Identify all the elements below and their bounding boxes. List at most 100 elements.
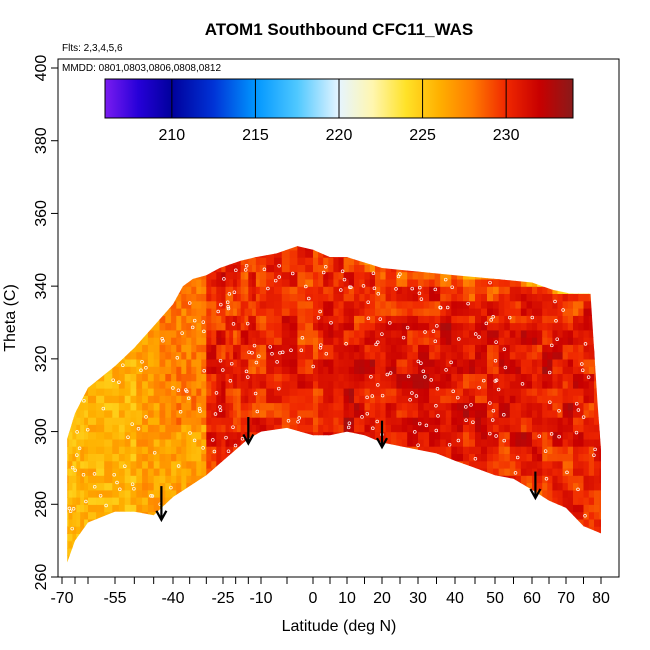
heat-cell xyxy=(418,547,425,556)
heat-cell xyxy=(338,540,345,549)
heat-cell xyxy=(354,315,360,324)
sample-marker xyxy=(117,380,121,384)
heat-cell xyxy=(142,271,149,280)
heat-cell xyxy=(248,511,253,520)
heat-cell xyxy=(229,438,234,447)
heat-cell xyxy=(526,271,533,280)
heat-cell xyxy=(201,322,207,331)
heat-cell xyxy=(385,446,392,454)
heat-cell xyxy=(333,540,340,549)
heat-cell xyxy=(84,380,89,389)
heat-cell xyxy=(206,475,212,484)
heat-cell xyxy=(375,409,381,418)
heat-cell xyxy=(281,358,291,367)
heat-cell xyxy=(147,358,155,367)
heat-cell xyxy=(537,497,543,505)
heat-cell xyxy=(142,475,149,484)
heat-cell xyxy=(171,497,177,505)
heat-cell xyxy=(323,540,329,549)
heat-cell xyxy=(96,264,105,273)
heat-cell xyxy=(434,293,441,302)
heat-cell xyxy=(240,264,246,273)
heat-cell xyxy=(281,504,291,513)
heat-cell xyxy=(68,438,73,447)
sample-marker xyxy=(323,265,328,269)
heat-cell xyxy=(429,380,436,389)
heat-cell xyxy=(588,264,595,273)
heat-cell xyxy=(594,235,600,243)
heat-cell xyxy=(201,329,207,338)
heat-cell xyxy=(434,467,441,476)
heat-cell xyxy=(547,337,553,345)
sample-marker xyxy=(192,318,197,323)
heat-cell xyxy=(475,453,482,462)
heat-cell xyxy=(297,322,306,331)
heat-cell xyxy=(429,278,436,287)
heat-cell xyxy=(493,467,500,476)
heat-cell xyxy=(547,351,553,360)
sample-marker xyxy=(435,387,440,391)
heat-cell xyxy=(153,286,161,294)
heat-cell xyxy=(573,431,579,440)
heat-cell xyxy=(385,453,392,462)
heat-cell xyxy=(229,417,234,425)
heat-cell xyxy=(402,235,408,243)
heat-cell xyxy=(401,271,408,280)
heat-cell xyxy=(451,475,458,484)
heat-cell xyxy=(201,446,207,454)
heat-cell xyxy=(578,504,585,513)
heat-cell xyxy=(221,540,227,549)
heat-cell xyxy=(469,431,476,440)
heat-cell xyxy=(469,460,476,469)
heat-cell xyxy=(118,366,126,374)
heat-cell xyxy=(562,555,569,563)
heat-cell xyxy=(434,526,441,534)
heat-cell xyxy=(274,308,283,316)
heat-cell xyxy=(493,555,500,563)
heat-cell xyxy=(375,417,381,425)
heat-cell xyxy=(159,308,166,316)
heat-cell xyxy=(515,547,522,556)
heat-cell xyxy=(380,409,387,418)
heat-cell xyxy=(412,417,419,425)
heat-cell xyxy=(244,446,249,454)
heat-cell xyxy=(229,249,234,258)
heat-cell xyxy=(537,402,543,411)
heat-cell xyxy=(562,387,569,396)
heat-cell xyxy=(418,329,425,338)
y-axis-label: Theta (C) xyxy=(2,284,19,352)
heat-cell xyxy=(401,337,408,345)
heat-cell xyxy=(171,293,177,302)
heat-cell xyxy=(542,337,548,345)
heat-cell xyxy=(104,409,113,418)
heat-cell xyxy=(375,387,381,396)
heat-cell xyxy=(297,460,306,469)
heat-cell xyxy=(583,518,590,527)
heat-cell xyxy=(396,235,402,243)
heat-cell xyxy=(248,563,252,571)
heat-cell xyxy=(305,467,314,476)
heat-cell xyxy=(80,387,85,396)
heat-cell xyxy=(142,563,148,571)
heat-cell xyxy=(487,431,494,440)
y-tick-label: 280 xyxy=(33,491,50,518)
heat-cell xyxy=(256,235,260,243)
heat-cell xyxy=(68,555,73,563)
heat-cell xyxy=(515,373,522,382)
heat-cell xyxy=(445,358,452,367)
heat-cell xyxy=(348,271,355,280)
heat-cell xyxy=(423,467,430,476)
heat-cell xyxy=(323,344,329,353)
heat-cell xyxy=(385,264,392,273)
heat-cell xyxy=(583,438,590,447)
heat-cell xyxy=(469,547,476,556)
heat-cell xyxy=(493,504,500,513)
heat-cell xyxy=(526,366,533,374)
heat-cell xyxy=(68,308,73,316)
sample-marker xyxy=(456,395,460,400)
heat-cell xyxy=(233,409,238,418)
heat-cell xyxy=(380,315,387,324)
heat-cell xyxy=(67,300,70,309)
heat-cell xyxy=(159,424,166,433)
heat-cell xyxy=(165,246,172,251)
